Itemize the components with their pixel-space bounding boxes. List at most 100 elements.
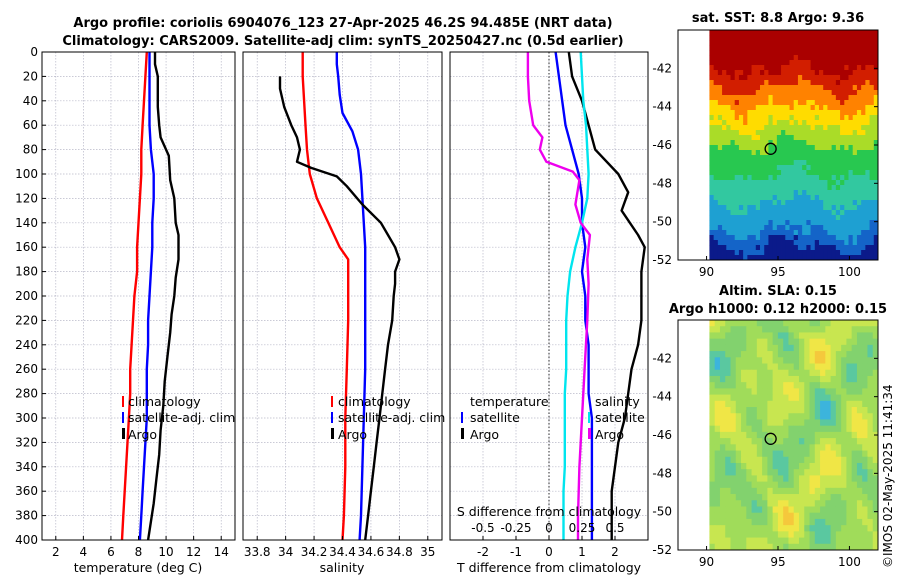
- sla-cell: [867, 462, 874, 470]
- sst-cell: [781, 30, 786, 36]
- sla-cell: [841, 512, 847, 520]
- sla-cell: [725, 518, 731, 526]
- x-tick-label: 35: [420, 545, 435, 559]
- sst-cell: [873, 170, 879, 176]
- sst-cell: [726, 75, 731, 81]
- sla-cell: [735, 419, 742, 427]
- sla-cell: [788, 462, 795, 470]
- y-tick-label: 380: [15, 509, 38, 523]
- sla-cell: [804, 456, 810, 464]
- sst-cell: [789, 205, 795, 211]
- sst-cell: [819, 160, 824, 166]
- y-tick-label: 340: [15, 460, 38, 474]
- sla-cell: [793, 382, 800, 389]
- sst-cell: [789, 220, 795, 226]
- sla-cell: [872, 351, 879, 358]
- sla-cell: [820, 326, 826, 333]
- sla-cell: [751, 481, 758, 489]
- sst-cell: [827, 220, 833, 226]
- sla-cell: [825, 506, 831, 514]
- sst-cell: [848, 180, 854, 186]
- sst-cell: [831, 200, 837, 206]
- sla-cell: [809, 400, 816, 408]
- sla-cell: [783, 487, 789, 495]
- sla-cell: [777, 481, 784, 489]
- sla-cell: [714, 320, 721, 327]
- sst-cell: [768, 210, 774, 216]
- sst-cell: [856, 75, 862, 81]
- sst-cell: [785, 120, 790, 126]
- sla-cell: [872, 543, 879, 551]
- sst-cell: [747, 40, 752, 46]
- sst-cell: [852, 155, 858, 161]
- sst-cell: [814, 240, 820, 246]
- sla-cell: [777, 413, 784, 420]
- sst-cell: [852, 130, 858, 136]
- sst-cell: [844, 55, 849, 61]
- sla-cell: [841, 413, 847, 420]
- sla-cell: [798, 351, 805, 358]
- sst-cell: [751, 140, 757, 146]
- sla-cell: [856, 450, 863, 458]
- sla-cell: [788, 456, 795, 464]
- sst-cell: [747, 155, 752, 161]
- sst-cell: [768, 245, 774, 251]
- sst-cell: [772, 160, 778, 166]
- sla-cell: [862, 369, 868, 377]
- sla-cell: [741, 413, 747, 420]
- sst-cell: [810, 210, 816, 216]
- sla-cell: [809, 419, 816, 427]
- sst-cell: [717, 160, 723, 166]
- sla-cell: [730, 382, 737, 389]
- sla-cell: [719, 462, 726, 470]
- sst-cell: [760, 190, 765, 196]
- sst-cell: [772, 245, 778, 251]
- sst-cell: [709, 200, 715, 206]
- sst-cell: [827, 65, 833, 71]
- sla-cell: [741, 425, 747, 433]
- sst-cell: [873, 50, 879, 56]
- sst-cell: [873, 230, 879, 236]
- sla-cell: [793, 500, 800, 507]
- sst-cell: [747, 175, 752, 181]
- sst-cell: [713, 175, 719, 181]
- sst-cell: [873, 250, 879, 256]
- sla-cell: [751, 388, 758, 395]
- sst-cell: [717, 235, 723, 241]
- y-tick-label: 140: [15, 216, 38, 230]
- sla-cell: [846, 500, 853, 507]
- sst-cell: [747, 185, 752, 191]
- sst-cell: [785, 165, 790, 171]
- sla-cell: [725, 487, 731, 495]
- sst-map-title: sat. SST: 8.8 Argo: 9.36: [692, 11, 864, 26]
- sst-cell: [806, 130, 811, 136]
- sst-cell: [776, 135, 782, 141]
- sst-cell: [781, 160, 786, 166]
- sst-cell: [747, 120, 752, 126]
- sst-cell: [755, 135, 761, 141]
- sst-cell: [848, 55, 854, 61]
- sla-cell: [793, 369, 800, 377]
- sst-cell: [802, 65, 807, 71]
- sst-cell: [747, 160, 752, 166]
- x-tick-label: 10: [158, 545, 173, 559]
- sla-cell: [730, 388, 737, 395]
- sst-cell: [760, 125, 765, 131]
- sla-cell: [862, 543, 868, 551]
- sst-cell: [781, 170, 786, 176]
- sla-cell: [772, 456, 779, 464]
- sla-cell: [709, 382, 716, 389]
- sla-cell: [735, 413, 742, 420]
- sla-cell: [730, 500, 737, 507]
- sst-cell: [802, 220, 807, 226]
- sst-cell: [827, 200, 833, 206]
- sst-cell: [844, 60, 849, 66]
- sst-cell: [806, 100, 811, 106]
- sla-cell: [835, 462, 842, 470]
- sst-cell: [776, 185, 782, 191]
- sla-cell: [762, 494, 768, 501]
- sst-cell: [848, 105, 854, 111]
- sst-cell: [722, 80, 727, 86]
- sla-cell: [709, 444, 716, 451]
- sla-cell: [835, 394, 842, 402]
